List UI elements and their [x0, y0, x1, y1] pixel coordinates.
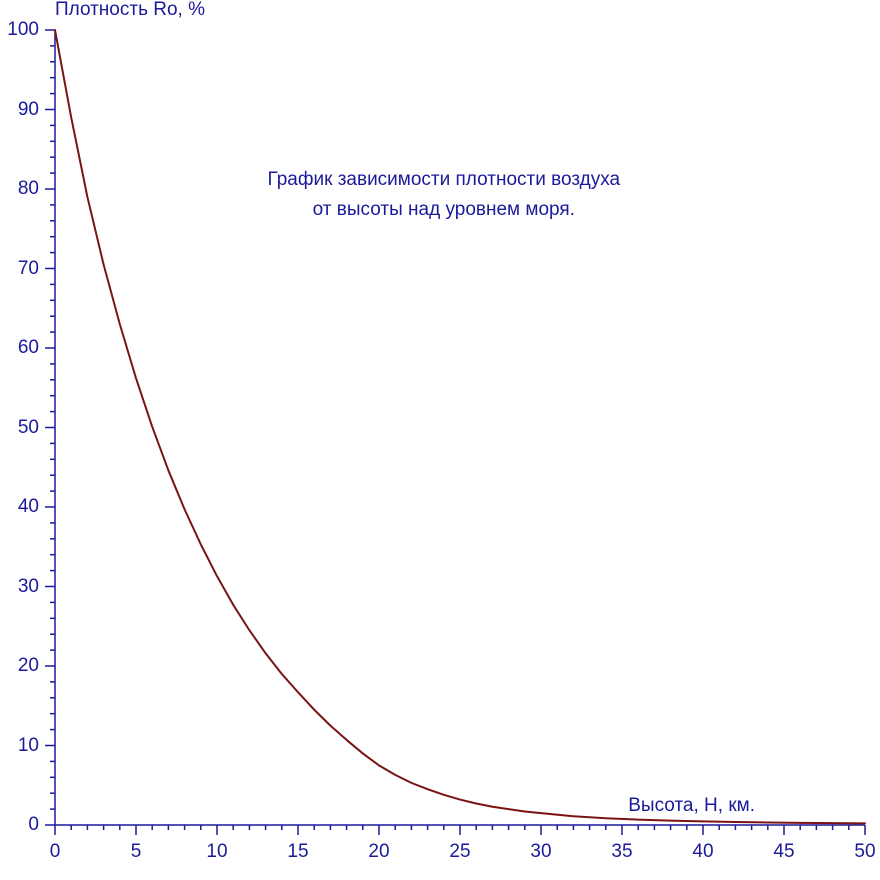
- y-tick-label: 90: [18, 99, 39, 121]
- x-tick-label: 50: [854, 841, 875, 863]
- y-tick-label: 20: [18, 655, 39, 677]
- x-tick-label: 15: [287, 841, 308, 863]
- chart-title-line: График зависимости плотности воздуха: [268, 169, 621, 191]
- chart-svg: [0, 0, 880, 880]
- x-tick-label: 20: [368, 841, 389, 863]
- chart-container: 0 5 10 15 20 25 30 35 40 45 50 0 10 20 30 40 50 60 70 80 90 1…: [0, 0, 880, 880]
- y-tick-label: 40: [18, 496, 39, 518]
- x-tick-label: 25: [449, 841, 470, 863]
- y-tick-label: 80: [18, 178, 39, 200]
- y-tick-label: 30: [18, 576, 39, 598]
- x-tick-label: 0: [50, 841, 61, 863]
- x-tick-label: 10: [206, 841, 227, 863]
- y-tick-label: 10: [18, 735, 39, 757]
- x-tick-label: 30: [530, 841, 551, 863]
- y-tick-label: 60: [18, 337, 39, 359]
- series-density: [55, 30, 865, 823]
- x-tick-label: 45: [773, 841, 794, 863]
- x-tick-label: 5: [131, 841, 142, 863]
- y-tick-label: 50: [18, 417, 39, 439]
- y-axis-label: Плотность Ro, %: [55, 0, 205, 21]
- y-tick-label: 0: [28, 814, 39, 836]
- y-tick-label: 100: [7, 19, 39, 41]
- x-tick-label: 40: [692, 841, 713, 863]
- x-axis-label: Высота, H, км.: [628, 795, 755, 817]
- y-tick-label: 70: [18, 258, 39, 280]
- chart-title-line: от высоты над уровнем моря.: [313, 199, 575, 221]
- x-tick-label: 35: [611, 841, 632, 863]
